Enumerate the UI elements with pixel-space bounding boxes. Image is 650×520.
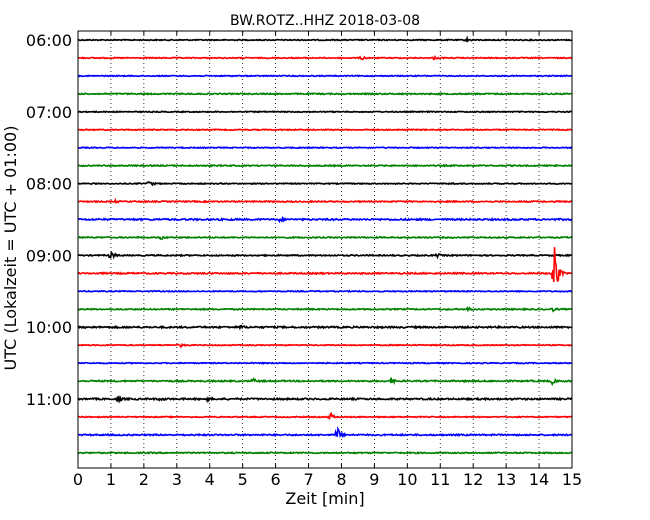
x-tick-label: 10 xyxy=(397,470,417,489)
x-axis-ticks: 0 1 2 3 4 5 6 7 8 9 10 11 12 13 14 15 xyxy=(73,31,582,489)
trace xyxy=(77,35,573,43)
trace xyxy=(77,54,573,61)
x-tick-label: 11 xyxy=(430,470,450,489)
x-tick-label: 13 xyxy=(496,470,516,489)
trace xyxy=(77,377,573,387)
trace xyxy=(77,394,573,404)
trace xyxy=(77,451,573,455)
trace xyxy=(77,324,573,331)
y-tick-label: 07:00 xyxy=(26,103,72,122)
trace xyxy=(77,110,573,114)
x-tick-label: 8 xyxy=(336,470,346,489)
trace xyxy=(77,163,573,168)
y-tick-label: 06:00 xyxy=(26,31,72,50)
trace xyxy=(77,289,573,294)
x-axis-label: Zeit [min] xyxy=(285,489,364,508)
grid-lines xyxy=(110,31,540,468)
y-axis-ticks: 06:00 07:00 08:00 09:00 10:00 11:00 xyxy=(26,31,82,409)
chart-title: BW.ROTZ..HHZ 2018-03-08 xyxy=(230,13,420,29)
trace xyxy=(77,91,573,96)
plot-frame xyxy=(77,30,573,469)
trace xyxy=(77,197,573,204)
trace xyxy=(77,306,573,313)
trace xyxy=(77,145,573,150)
trace xyxy=(77,128,573,132)
x-tick-label: 15 xyxy=(562,470,582,489)
x-tick-label: 7 xyxy=(303,470,313,489)
x-tick-label: 3 xyxy=(172,470,182,489)
y-tick-label: 11:00 xyxy=(26,390,72,409)
y-tick-label: 10:00 xyxy=(26,318,72,337)
trace xyxy=(77,235,573,241)
x-tick-label: 14 xyxy=(529,470,549,489)
trace-group xyxy=(77,35,573,455)
y-axis-label: UTC (Lokalzeit = UTC + 01:00) xyxy=(1,126,20,371)
trace xyxy=(77,215,573,224)
x-tick-label: 1 xyxy=(106,470,116,489)
trace xyxy=(77,342,573,348)
x-tick-label: 6 xyxy=(271,470,281,489)
trace xyxy=(77,426,573,439)
x-tick-label: 0 xyxy=(73,470,83,489)
x-tick-label: 5 xyxy=(238,470,248,489)
trace xyxy=(77,411,573,421)
y-tick-label: 08:00 xyxy=(26,175,72,194)
trace xyxy=(77,247,573,283)
x-tick-label: 9 xyxy=(369,470,379,489)
trace xyxy=(77,250,573,260)
x-tick-label: 2 xyxy=(139,470,149,489)
trace xyxy=(77,180,573,187)
y-tick-label: 09:00 xyxy=(26,246,72,265)
trace xyxy=(77,74,573,78)
trace xyxy=(77,361,573,365)
x-tick-label: 12 xyxy=(463,470,483,489)
x-tick-label: 4 xyxy=(205,470,215,489)
